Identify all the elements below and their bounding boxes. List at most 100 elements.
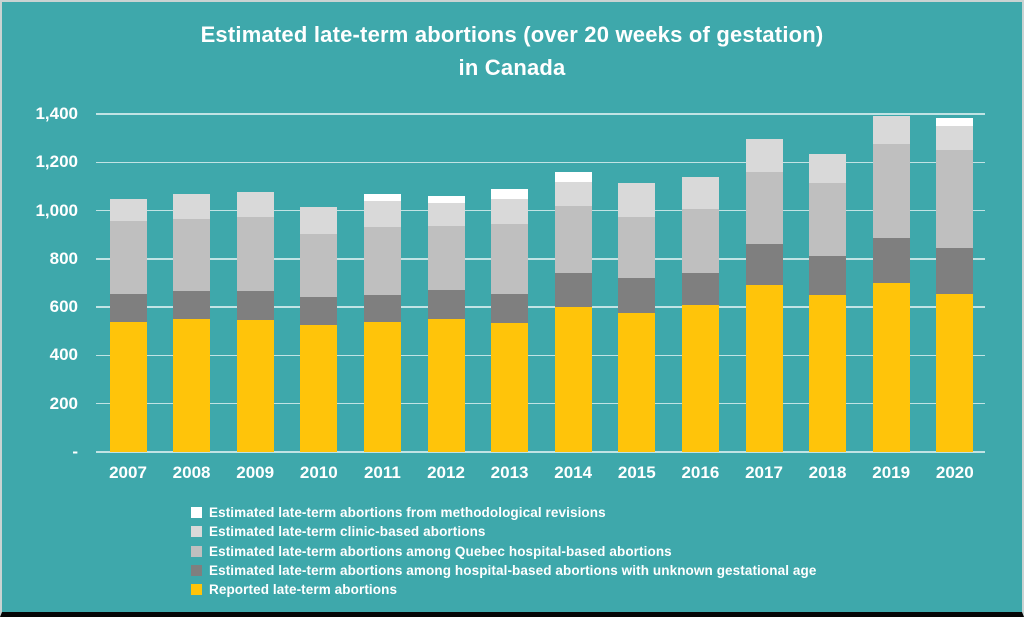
x-tick-label: 2007 bbox=[109, 463, 147, 482]
gridline bbox=[96, 258, 985, 260]
bar-segment-unknown-gestational-age bbox=[809, 256, 847, 296]
bar-segment-unknown-gestational-age bbox=[872, 238, 910, 283]
x-tick-label: 2012 bbox=[427, 463, 465, 482]
legend-item-quebec-hospital: Estimated late-term abortions among Queb… bbox=[191, 542, 816, 561]
bar-segment-unknown-gestational-age bbox=[618, 278, 656, 314]
bar-segment-methodological-revisions bbox=[936, 117, 974, 127]
legend-label: Estimated late-term abortions from metho… bbox=[209, 505, 606, 521]
bar-segment-quebec-hospital bbox=[936, 150, 974, 248]
bar-segment-clinic-based bbox=[618, 182, 656, 217]
gridline bbox=[96, 451, 985, 453]
bar-segment-clinic-based bbox=[936, 126, 974, 151]
bar-column-2010 bbox=[300, 206, 338, 452]
bar-segment-quebec-hospital bbox=[745, 171, 783, 245]
chart-title-line2: in Canada bbox=[458, 55, 566, 80]
bar-segment-reported bbox=[681, 304, 719, 452]
bar-segment-clinic-based bbox=[236, 192, 274, 217]
bar-segment-unknown-gestational-age bbox=[936, 248, 974, 294]
bar-column-2008 bbox=[173, 193, 211, 452]
bar-segment-clinic-based bbox=[427, 203, 465, 227]
bar-segment-reported bbox=[173, 319, 211, 452]
y-tick-label: 800 bbox=[49, 248, 78, 268]
bar-segment-clinic-based bbox=[745, 139, 783, 172]
y-tick-label: 1,400 bbox=[35, 104, 78, 123]
x-tick-label: 2018 bbox=[808, 463, 847, 482]
bar-segment-reported bbox=[872, 282, 910, 452]
bar-segment-quebec-hospital bbox=[363, 227, 401, 296]
gridline bbox=[96, 209, 985, 212]
gridline bbox=[96, 402, 985, 405]
bar-segment-reported bbox=[491, 322, 529, 452]
bar-segment-clinic-based bbox=[809, 153, 847, 183]
bar-segment-methodological-revisions bbox=[427, 196, 465, 204]
x-tick-label: 2011 bbox=[363, 463, 401, 482]
bar-segment-reported bbox=[809, 295, 847, 452]
legend-swatch-icon bbox=[191, 507, 202, 519]
bar-segment-unknown-gestational-age bbox=[427, 290, 465, 320]
bar-segment-quebec-hospital bbox=[681, 209, 719, 274]
bar-segment-clinic-based bbox=[491, 198, 529, 224]
bar-segment-quebec-hospital bbox=[173, 219, 211, 292]
legend-swatch-icon bbox=[191, 545, 202, 557]
bar-segment-clinic-based bbox=[300, 206, 338, 234]
bar-segment-methodological-revisions bbox=[363, 193, 401, 201]
legend-swatch-icon bbox=[191, 584, 202, 596]
x-tick-label: 2009 bbox=[236, 463, 275, 482]
y-tick-label: 200 bbox=[49, 393, 78, 413]
bar-column-2014 bbox=[554, 171, 592, 452]
y-tick-label: 1,000 bbox=[35, 200, 78, 220]
bar-column-2013 bbox=[491, 188, 529, 452]
gridline bbox=[96, 161, 985, 164]
bar-segment-unknown-gestational-age bbox=[363, 295, 401, 322]
bar-column-2017 bbox=[745, 139, 783, 452]
legend-label: Estimated late-term clinic-based abortio… bbox=[209, 524, 486, 540]
bar-column-2019 bbox=[872, 116, 910, 452]
legend-item-reported: Reported late-term abortions bbox=[191, 580, 816, 599]
y-tick-label: 400 bbox=[49, 345, 78, 365]
bar-segment-clinic-based bbox=[109, 198, 147, 222]
bar-segment-reported bbox=[109, 321, 147, 452]
bar-segment-quebec-hospital bbox=[809, 182, 847, 257]
gridline bbox=[96, 306, 985, 308]
bar-segment-unknown-gestational-age bbox=[173, 291, 211, 320]
x-tick-label: 2017 bbox=[745, 463, 783, 482]
gridline bbox=[96, 113, 985, 115]
bar-segment-unknown-gestational-age bbox=[554, 273, 592, 308]
bar-segment-unknown-gestational-age bbox=[109, 293, 147, 322]
bar-segment-reported bbox=[745, 285, 783, 452]
bar-segment-reported bbox=[936, 293, 974, 452]
bar-segment-quebec-hospital bbox=[618, 216, 656, 279]
bar-segment-unknown-gestational-age bbox=[745, 244, 783, 286]
bar-segment-quebec-hospital bbox=[300, 233, 338, 298]
y-tick-label: - bbox=[72, 442, 78, 461]
bar-column-2007 bbox=[109, 198, 147, 452]
bar-segment-reported bbox=[427, 319, 465, 452]
legend-item-clinic-based: Estimated late-term clinic-based abortio… bbox=[191, 522, 816, 541]
bar-column-2011 bbox=[363, 193, 401, 452]
x-tick-label: 2013 bbox=[490, 463, 529, 482]
bar-segment-quebec-hospital bbox=[236, 216, 274, 292]
bar-segment-reported bbox=[363, 321, 401, 452]
legend-item-unknown-gestational-age: Estimated late-term abortions among hosp… bbox=[191, 561, 816, 580]
chart-title-line1: Estimated late-term abortions (over 20 w… bbox=[200, 22, 824, 47]
legend-swatch-icon bbox=[191, 526, 202, 538]
bar-segment-quebec-hospital bbox=[109, 221, 147, 294]
bar-segment-reported bbox=[618, 313, 656, 452]
legend: Estimated late-term abortions from metho… bbox=[191, 503, 816, 599]
x-tick-label: 2014 bbox=[554, 463, 593, 482]
bar-segment-clinic-based bbox=[681, 176, 719, 210]
x-tick-label: 2010 bbox=[299, 463, 338, 482]
bar-segment-quebec-hospital bbox=[427, 226, 465, 291]
bar-column-2012 bbox=[427, 196, 465, 452]
bar-column-2015 bbox=[618, 182, 656, 452]
x-tick-label: 2016 bbox=[681, 463, 720, 482]
y-tick-label: 1,200 bbox=[35, 152, 78, 172]
x-tick-label: 2015 bbox=[617, 463, 656, 482]
legend-item-methodological-revisions: Estimated late-term abortions from metho… bbox=[191, 503, 816, 522]
y-tick-label: 600 bbox=[49, 297, 78, 317]
bar-segment-quebec-hospital bbox=[872, 144, 910, 239]
bar-segment-clinic-based bbox=[363, 200, 401, 228]
x-tick-label: 2008 bbox=[172, 463, 211, 482]
bar-column-2009 bbox=[236, 192, 274, 452]
